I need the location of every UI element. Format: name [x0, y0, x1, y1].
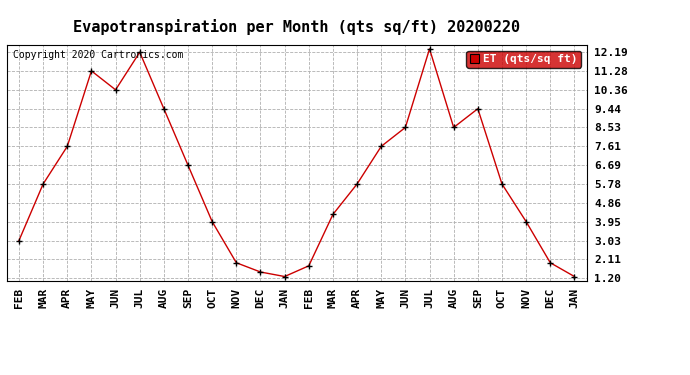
- Text: Copyright 2020 Cartronics.com: Copyright 2020 Cartronics.com: [12, 50, 183, 60]
- Text: Evapotranspiration per Month (qts sq/ft) 20200220: Evapotranspiration per Month (qts sq/ft)…: [73, 19, 520, 35]
- Legend: ET (qts/sq ft): ET (qts/sq ft): [466, 51, 581, 68]
